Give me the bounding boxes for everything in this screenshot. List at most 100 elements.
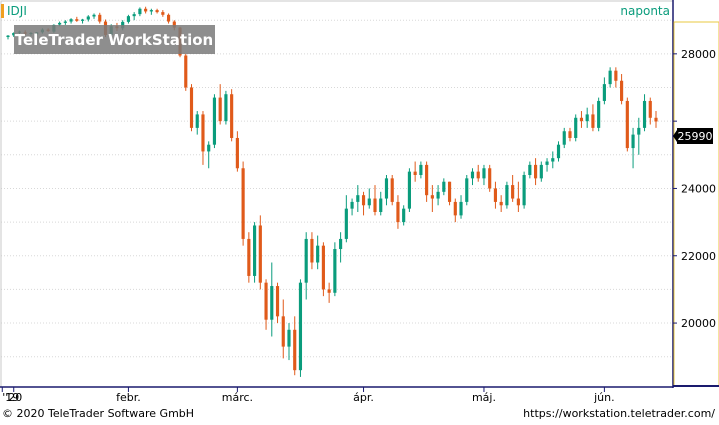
candle-body bbox=[235, 137, 239, 169]
candle bbox=[281, 299, 285, 359]
candle-body bbox=[258, 225, 262, 283]
candles bbox=[6, 6, 658, 377]
candle-body bbox=[470, 171, 475, 179]
axis-accent bbox=[673, 21, 719, 387]
candle bbox=[184, 53, 188, 91]
candle-body bbox=[390, 178, 394, 202]
grid bbox=[1, 19, 673, 358]
candle bbox=[516, 181, 520, 213]
candle-body bbox=[241, 168, 245, 239]
candle-body bbox=[539, 164, 543, 179]
candle bbox=[511, 174, 515, 202]
candle-body bbox=[149, 10, 153, 12]
candle-body bbox=[465, 178, 469, 202]
candle bbox=[80, 18, 85, 24]
candle bbox=[396, 195, 400, 229]
candle-body bbox=[459, 201, 463, 216]
candle-body bbox=[207, 144, 211, 152]
candle-body bbox=[436, 191, 440, 199]
candle-body bbox=[339, 238, 343, 250]
candle bbox=[98, 12, 102, 24]
candle-body bbox=[132, 14, 136, 17]
candle bbox=[212, 94, 217, 149]
candle bbox=[327, 282, 331, 303]
candle-body bbox=[516, 198, 520, 206]
candle-body bbox=[642, 100, 647, 128]
candle-body bbox=[310, 238, 314, 263]
candle bbox=[579, 111, 584, 128]
y-tick-label: 20000 bbox=[681, 317, 716, 330]
candle-body bbox=[333, 249, 337, 293]
candle bbox=[126, 14, 131, 24]
candle bbox=[528, 161, 532, 179]
candle bbox=[459, 195, 463, 219]
candle-body bbox=[407, 171, 411, 209]
candle bbox=[488, 164, 492, 192]
candle bbox=[597, 97, 601, 132]
candle-body bbox=[493, 188, 498, 202]
candle-body bbox=[425, 164, 429, 196]
candle bbox=[648, 97, 652, 125]
candle bbox=[12, 32, 16, 38]
watermark-box bbox=[14, 25, 215, 54]
candle-body bbox=[602, 84, 606, 101]
candle bbox=[568, 127, 572, 142]
footer: © 2020 TeleTrader Software GmbH https://… bbox=[0, 404, 719, 425]
candle bbox=[631, 127, 635, 169]
candle bbox=[608, 67, 612, 88]
candle-body bbox=[327, 289, 331, 293]
candle bbox=[75, 16, 79, 22]
candle-body bbox=[579, 117, 584, 122]
candle bbox=[253, 222, 257, 283]
candle bbox=[270, 262, 274, 337]
candle bbox=[493, 181, 498, 209]
candle-body bbox=[499, 201, 503, 206]
y-axis-ticks: 20000 22000 24000 28000 bbox=[673, 48, 716, 330]
period-label: naponta bbox=[620, 4, 670, 18]
candle bbox=[321, 242, 325, 297]
candle bbox=[620, 74, 624, 105]
candle-body bbox=[413, 171, 417, 175]
candle-body bbox=[281, 316, 285, 347]
candle-body bbox=[293, 329, 297, 371]
x-tick-label: márc. bbox=[222, 391, 253, 404]
candle-body bbox=[298, 282, 303, 371]
candle-body bbox=[138, 8, 142, 15]
candle-body bbox=[430, 195, 434, 199]
candle bbox=[625, 97, 629, 152]
candle bbox=[470, 168, 475, 186]
candle bbox=[201, 111, 205, 165]
candle-body bbox=[92, 14, 96, 17]
candle-body bbox=[212, 97, 217, 145]
candle-body bbox=[275, 286, 280, 317]
candle bbox=[241, 161, 245, 246]
candle bbox=[63, 20, 67, 25]
candle-body bbox=[528, 164, 532, 175]
last-price-badge: 25990 bbox=[673, 128, 713, 144]
candle bbox=[556, 141, 561, 162]
candle bbox=[654, 111, 658, 128]
candle bbox=[155, 8, 159, 14]
candle bbox=[86, 15, 90, 22]
candle bbox=[218, 84, 222, 125]
candle-body bbox=[591, 114, 595, 128]
candle-body bbox=[344, 208, 348, 239]
candle bbox=[293, 316, 297, 376]
candle-body bbox=[144, 8, 148, 12]
candle bbox=[522, 171, 526, 209]
candle bbox=[189, 84, 194, 132]
candle bbox=[373, 185, 377, 216]
candle bbox=[585, 107, 589, 128]
candle bbox=[6, 34, 10, 40]
candle bbox=[430, 185, 434, 213]
candle bbox=[442, 178, 446, 196]
candle bbox=[402, 205, 406, 226]
candle-body bbox=[361, 195, 366, 206]
candle bbox=[453, 198, 457, 223]
candle bbox=[298, 279, 303, 377]
candle bbox=[235, 131, 239, 172]
candle bbox=[258, 215, 262, 290]
candle bbox=[367, 188, 371, 209]
candle-body bbox=[373, 198, 377, 213]
x-tick-label: máj. bbox=[472, 391, 496, 404]
